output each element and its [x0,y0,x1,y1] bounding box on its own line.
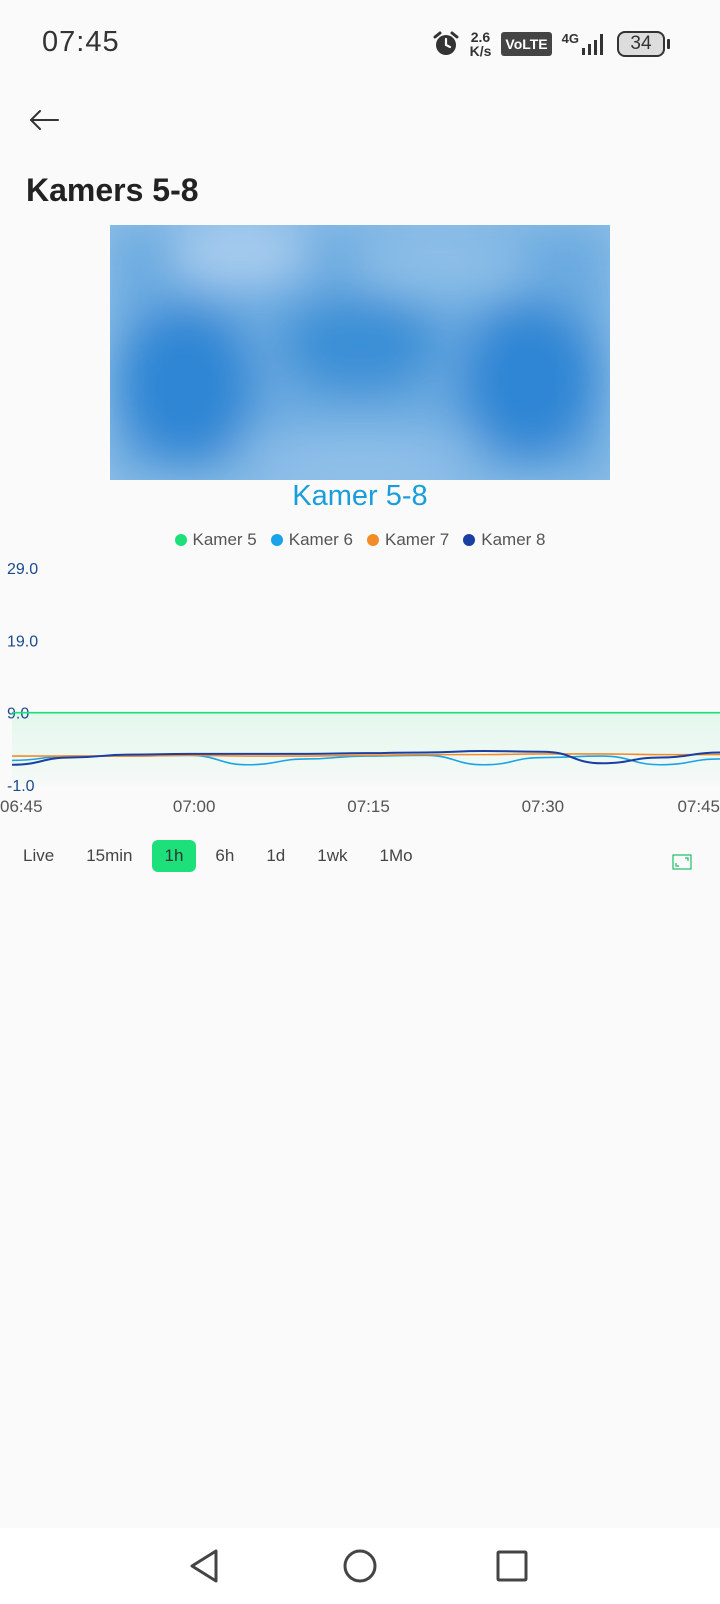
series-line-kamer-8 [11,750,720,766]
x-tick-label: 07:30 [522,797,565,816]
legend-item-kamer-5[interactable]: Kamer 5 [174,530,257,550]
y-tick-label: -1.0 [7,778,35,795]
legend-label: Kamer 5 [192,530,257,549]
legend-label: Kamer 7 [385,530,450,549]
alarm-icon [433,31,459,55]
range-button-15min[interactable]: 15min [86,846,133,865]
network-speed: 2.6 K/s [470,30,492,58]
network-type: 4G [561,31,579,46]
legend-label: Kamer 8 [481,530,546,549]
legend-item-kamer-7[interactable]: Kamer 7 [367,530,449,550]
page-title: Kamers 5-8 [26,172,199,208]
legend-dot-icon [174,534,187,546]
signal-strength-icon [582,34,603,55]
fullscreen-button[interactable] [672,854,692,870]
x-tick-label: 06:45 [0,797,43,816]
network-speed-value: 2.6 [470,29,491,45]
status-bar: 07:45 2.6 K/s VoLTE 4G 34 [0,0,720,90]
legend-item-kamer-8[interactable]: Kamer 8 [463,530,546,550]
y-tick-label: 9.0 [7,706,29,723]
triangle-back-icon [190,1549,218,1583]
x-tick-label: 07:45 [677,797,720,816]
battery-tip [667,39,670,49]
series-kamer-5-area [12,712,720,785]
y-tick-label: 29.0 [7,561,38,578]
chart-legend: Kamer 5 Kamer 6 Kamer 7 Kamer 8 [0,530,720,550]
square-recents-icon [496,1550,528,1582]
signal-indicator: 4G [562,32,607,56]
legend-label: Kamer 6 [288,530,353,549]
legend-dot-icon [367,534,379,546]
nav-home-button[interactable] [340,1546,380,1586]
legend-item-kamer-6[interactable]: Kamer 6 [270,530,353,550]
line-chart[interactable]: 29.0 19.0 9.0 -1.0 06:45 07:00 07:15 07:30 07:4… [0,560,720,835]
range-button-1mo[interactable]: 1Mo [379,846,413,865]
time-range-selector: Live 15min 1h 6h 1d 1wk 1Mo [10,840,432,872]
legend-dot-icon [270,534,283,546]
nav-recents-button[interactable] [492,1546,532,1586]
back-button[interactable] [24,100,64,140]
status-time: 07:45 [42,26,120,58]
volte-badge: VoLTE [501,32,552,56]
range-button-live[interactable]: Live [23,846,55,865]
x-tick-label: 07:15 [347,797,390,816]
range-button-1d[interactable]: 1d [266,846,286,865]
circle-home-icon [343,1549,377,1583]
expand-icon [672,854,692,870]
nav-back-button[interactable] [186,1546,226,1586]
status-icons: 2.6 K/s VoLTE 4G 34 [432,28,670,60]
x-tick-label: 07:00 [173,797,216,816]
arrow-left-icon [30,110,59,130]
navigation-bar [0,1528,720,1604]
series-line-kamer-7 [12,753,720,757]
room-image [110,225,610,480]
battery-level: 34 [617,31,665,57]
network-speed-unit: K/s [469,43,492,59]
range-button-1h[interactable]: 1h [151,840,197,872]
range-button-1wk[interactable]: 1wk [317,846,348,865]
y-tick-label: 19.0 [7,633,38,650]
legend-dot-icon [463,534,476,546]
battery-indicator: 34 [617,31,670,57]
range-button-6h[interactable]: 6h [215,846,235,865]
chart-title: Kamer 5-8 [292,480,428,512]
